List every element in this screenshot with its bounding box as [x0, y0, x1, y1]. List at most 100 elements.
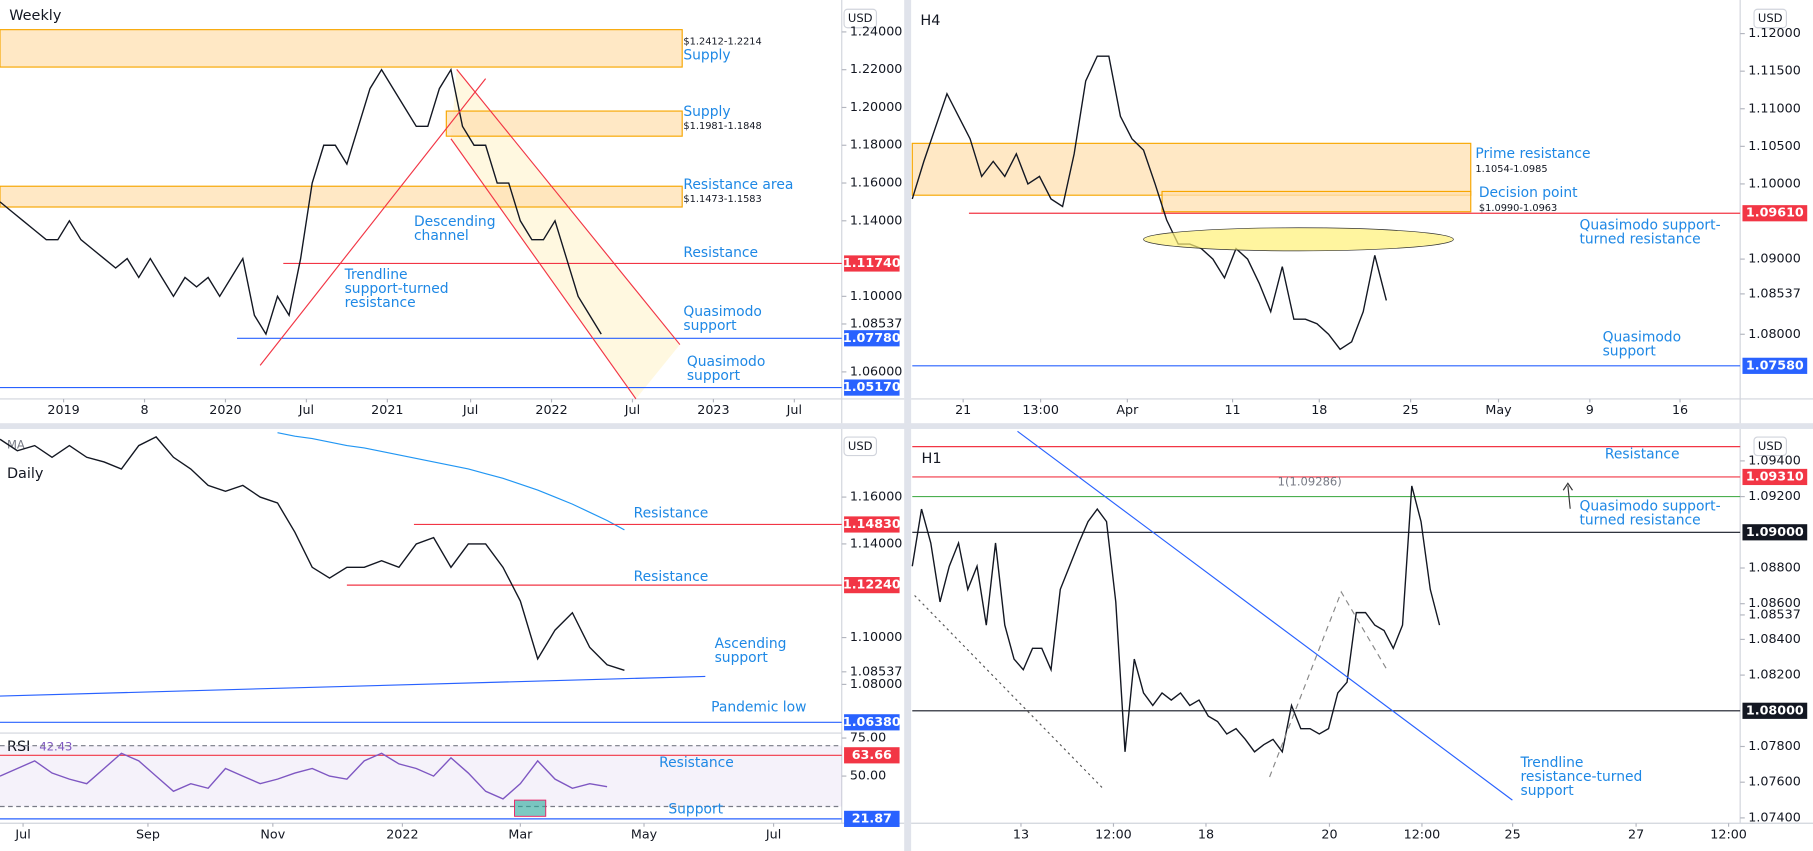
- price-tag: [844, 714, 900, 731]
- zone-range: $1.2412-1.2214: [683, 37, 761, 48]
- price-tag: [844, 577, 900, 594]
- x-tick-label: Jul: [624, 402, 640, 417]
- y-tick-label: 1.08400: [1748, 631, 1801, 646]
- annotation: Resistance: [683, 245, 758, 261]
- y-tick-label: 1.18000: [850, 137, 903, 152]
- annotation: support: [683, 318, 737, 334]
- x-tick-label: Jul: [786, 402, 802, 417]
- y-tick-label: 1.08600: [1748, 595, 1801, 610]
- zone-label: Prime resistance: [1475, 146, 1590, 162]
- annotation: Resistance: [634, 569, 709, 585]
- x-tick-label: 25: [1403, 402, 1419, 417]
- x-tick-label: 12:00: [1095, 826, 1132, 841]
- y-tick-label: 1.08000: [1748, 326, 1801, 341]
- x-tick-label: Jul: [14, 826, 30, 841]
- zone: [0, 29, 683, 68]
- x-tick-label: Jul: [462, 402, 478, 417]
- y-tick-label: 1.07800: [1748, 738, 1801, 753]
- moving-average: [277, 432, 625, 531]
- x-tick-label: 2019: [47, 402, 79, 417]
- y-tick-label: 1.16000: [850, 489, 903, 504]
- channel-line: [450, 138, 637, 400]
- zone-range: $1.1473-1.1583: [683, 194, 761, 205]
- price-line: [911, 55, 1388, 351]
- price-tag-label: 1.07780: [843, 330, 901, 345]
- separator: [904, 0, 912, 851]
- price-tag-label: 1.09310: [1746, 468, 1804, 483]
- y-tick-label: 1.24000: [850, 23, 903, 38]
- x-tick-label: 2021: [371, 402, 403, 417]
- annotation: Quasimodo support-: [1579, 217, 1720, 233]
- y-tick-label: 1.08200: [1748, 667, 1801, 682]
- annotation: support: [1520, 783, 1574, 799]
- x-tick-label: 2020: [209, 402, 241, 417]
- price-line: [911, 485, 1441, 754]
- y-tick-label: 1.08537: [1748, 606, 1801, 621]
- annotation: support-turned: [345, 281, 449, 297]
- price-tag-label: 1.09000: [1746, 524, 1804, 539]
- y-tick-label: 1.07600: [1748, 774, 1801, 789]
- rsi-value: 42.43: [39, 739, 72, 753]
- zone: [911, 142, 1472, 196]
- x-tick-label: Jul: [298, 402, 314, 417]
- y-tick-label: 1.08537: [850, 663, 903, 678]
- x-tick-label: 12:00: [1404, 826, 1441, 841]
- x-tick-label: Nov: [260, 826, 285, 841]
- x-tick-label: 27: [1628, 826, 1644, 841]
- price-tag: [844, 747, 900, 764]
- y-tick-label: 1.10000: [1748, 175, 1801, 190]
- price-tag-label: 21.87: [852, 810, 892, 825]
- y-tick-label: 1.16000: [850, 175, 903, 190]
- y-tick-label: 1.14000: [850, 212, 903, 227]
- y-tick-label: 1.08537: [1748, 285, 1801, 300]
- annotation: Descending: [414, 214, 496, 230]
- annotation: resistance: [345, 295, 416, 311]
- annotation: resistance-turned: [1520, 769, 1642, 785]
- y-tick-label: 1.10500: [1748, 138, 1801, 153]
- x-tick-label: May: [1485, 402, 1512, 417]
- annotation: Trendline: [1519, 755, 1583, 771]
- x-tick-label: 2022: [386, 826, 418, 841]
- y-tick-label: 1.12000: [1748, 25, 1801, 40]
- fib-label: 1(1.09286): [1278, 475, 1342, 489]
- price-tag-label: 1.06380: [843, 714, 901, 729]
- panel-title: Weekly: [9, 8, 62, 24]
- y-tick-label: 1.22000: [850, 61, 903, 76]
- price-tag: [1742, 468, 1808, 486]
- y-tick-label: 1.08537: [850, 315, 903, 330]
- rsi-highlight: [514, 799, 547, 817]
- price-tag-label: 1.09610: [1746, 205, 1804, 220]
- x-tick-label: 13: [1013, 826, 1029, 841]
- zone-range: 1.1054-1.0985: [1475, 164, 1547, 175]
- annotation: Pandemic low: [711, 700, 806, 716]
- x-tick-label: Mar: [508, 826, 533, 841]
- arrow-head: [1562, 482, 1573, 491]
- annotation: Trendline: [344, 267, 408, 283]
- y-tick-label: 75.00: [850, 730, 886, 745]
- price-tag: [844, 255, 900, 272]
- trendline: [1017, 430, 1513, 801]
- price-tag: [1742, 357, 1808, 374]
- arrow: [1567, 485, 1571, 509]
- x-tick-label: 18: [1198, 826, 1214, 841]
- x-tick-label: 11: [1224, 402, 1240, 417]
- x-tick-label: 18: [1311, 402, 1327, 417]
- x-tick-label: 12:00: [1710, 826, 1747, 841]
- dashed-leg: [1269, 590, 1388, 778]
- ma-label: MA: [7, 438, 25, 452]
- x-tick-label: 16: [1672, 402, 1688, 417]
- zone: [0, 185, 683, 208]
- price-tag-label: 63.66: [852, 747, 892, 762]
- x-tick-label: Sep: [136, 826, 160, 841]
- annotation: Resistance: [1605, 446, 1680, 462]
- x-tick-label: 8: [140, 402, 148, 417]
- annotation: support: [1603, 344, 1657, 360]
- annotation: Quasimodo: [687, 354, 766, 370]
- price-tag: [1742, 205, 1808, 222]
- x-tick-label: Jul: [765, 826, 781, 841]
- price-tag-label: 1.07580: [1746, 357, 1804, 372]
- currency: USD: [848, 11, 873, 25]
- annotation: Resistance: [659, 755, 734, 771]
- x-tick-label: 20: [1321, 826, 1337, 841]
- trendline: [259, 78, 487, 366]
